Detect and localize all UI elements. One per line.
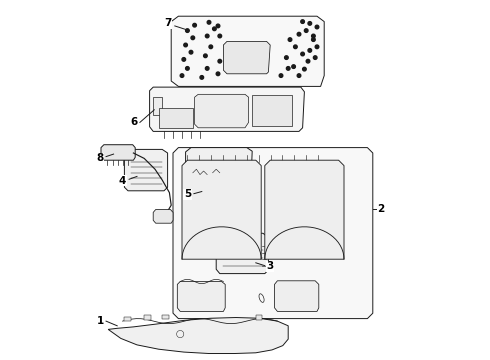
Circle shape: [207, 21, 211, 24]
Text: 2: 2: [377, 204, 385, 214]
Circle shape: [205, 34, 209, 38]
Polygon shape: [173, 148, 373, 319]
Polygon shape: [153, 97, 162, 115]
Polygon shape: [216, 233, 269, 274]
Polygon shape: [153, 210, 173, 223]
Circle shape: [285, 56, 288, 59]
Polygon shape: [182, 160, 261, 259]
Circle shape: [279, 74, 283, 77]
Circle shape: [312, 38, 315, 41]
Circle shape: [292, 65, 295, 68]
Circle shape: [308, 22, 312, 25]
Circle shape: [312, 34, 315, 38]
Circle shape: [205, 67, 209, 70]
Circle shape: [186, 67, 189, 70]
Circle shape: [297, 32, 301, 36]
Circle shape: [213, 27, 216, 31]
Text: 1: 1: [97, 316, 104, 326]
Text: 7: 7: [164, 18, 171, 28]
Circle shape: [301, 20, 304, 23]
Circle shape: [314, 56, 317, 59]
Polygon shape: [177, 282, 225, 311]
Circle shape: [191, 36, 195, 40]
Polygon shape: [171, 16, 324, 86]
Circle shape: [209, 45, 213, 49]
Circle shape: [184, 43, 187, 47]
Bar: [124, 317, 131, 321]
Circle shape: [308, 49, 312, 52]
Text: 4: 4: [119, 176, 126, 186]
Circle shape: [216, 72, 220, 76]
Circle shape: [204, 54, 207, 58]
Circle shape: [297, 74, 301, 77]
Circle shape: [315, 25, 319, 29]
Circle shape: [180, 74, 184, 77]
Bar: [144, 315, 151, 320]
Text: 5: 5: [184, 189, 191, 199]
Bar: [162, 315, 169, 319]
Polygon shape: [149, 87, 304, 131]
Circle shape: [301, 52, 304, 56]
Circle shape: [306, 59, 310, 63]
Circle shape: [286, 67, 290, 70]
Polygon shape: [159, 108, 193, 128]
Circle shape: [200, 76, 204, 79]
Circle shape: [186, 29, 189, 32]
Text: 8: 8: [97, 153, 104, 163]
Bar: [256, 315, 262, 320]
Circle shape: [218, 34, 221, 38]
Circle shape: [315, 45, 319, 49]
Polygon shape: [223, 41, 270, 74]
Circle shape: [288, 38, 292, 41]
Polygon shape: [101, 145, 135, 160]
Circle shape: [189, 50, 193, 54]
Polygon shape: [124, 149, 168, 191]
Text: 6: 6: [130, 117, 138, 127]
Polygon shape: [274, 281, 319, 311]
Circle shape: [303, 67, 306, 71]
Polygon shape: [252, 95, 292, 126]
Polygon shape: [108, 318, 288, 354]
Circle shape: [304, 29, 308, 32]
Circle shape: [294, 45, 297, 49]
Circle shape: [182, 58, 186, 61]
Text: 3: 3: [267, 261, 274, 271]
Polygon shape: [186, 148, 252, 200]
Polygon shape: [265, 160, 344, 259]
Polygon shape: [195, 94, 248, 128]
Circle shape: [216, 24, 220, 28]
Circle shape: [218, 59, 221, 63]
Circle shape: [193, 23, 196, 27]
